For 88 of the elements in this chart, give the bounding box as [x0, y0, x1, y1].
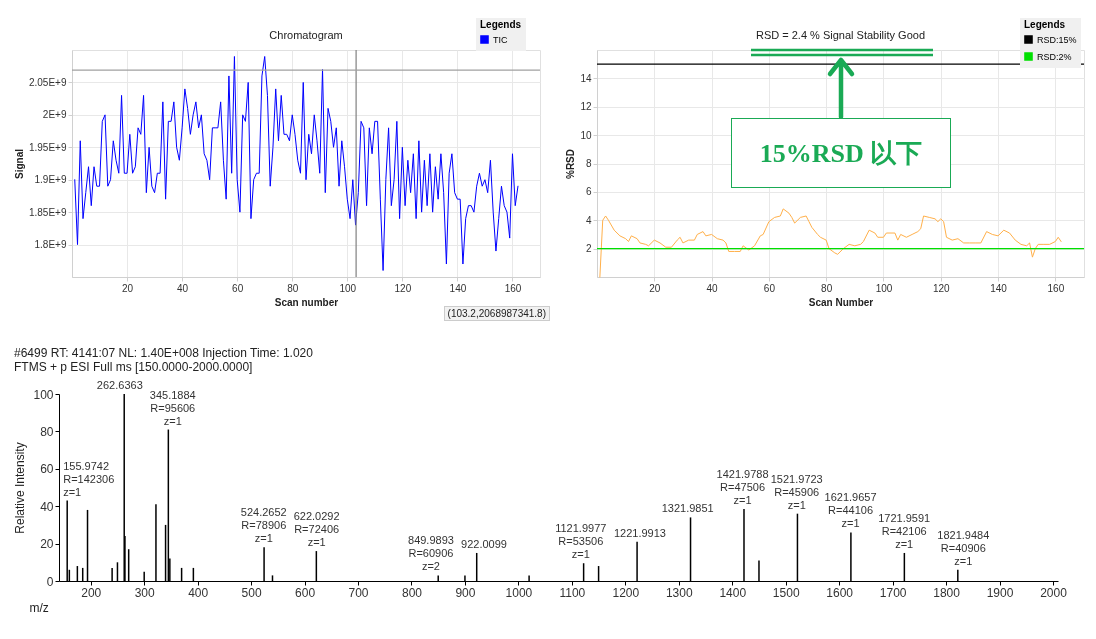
x-tick-label: 600 [295, 585, 316, 600]
chart-subtitle: FTMS + p ESI Full ms [150.0000-2000.0000] [13, 360, 253, 374]
annotation: 1521.9723 R=45906 z=1 [770, 472, 823, 511]
y-tick-label: 1.8E+9 [34, 239, 67, 251]
y-tick-label: 60 [40, 462, 54, 477]
annotation: 1221.9913 [613, 526, 666, 539]
x-tick-label: 1400 [719, 585, 747, 600]
x-tick-label: 700 [348, 585, 369, 600]
annotation: 15%RSD 以下 [731, 118, 951, 188]
x-tick-label: 140 [449, 282, 467, 294]
y-tick-label: 40 [40, 499, 54, 514]
chart-title: Chromatogram [269, 29, 343, 41]
x-axis-title: m/z [29, 600, 49, 615]
x-tick-label: 1100 [559, 585, 586, 600]
x-tick-label: 160 [1047, 282, 1065, 294]
y-tick-label: 2 [585, 243, 592, 255]
x-tick-label: 40 [706, 282, 719, 294]
x-tick-label: 120 [394, 282, 412, 294]
y-tick-label: 6 [585, 186, 592, 198]
chart-title: #6499 RT: 4141:07 NL: 1.40E+008 Injection Time: 1.020 [13, 346, 314, 360]
annotation: 262.6363 [96, 379, 143, 391]
annotation: 622.0292 R=72406 z=1 [293, 510, 340, 549]
annotation: 1721.9591 R=42106 z=1 [878, 511, 931, 550]
annotation: 524.2652 R=78906 z=1 [240, 506, 287, 545]
y-axis-title: Signal [13, 148, 25, 180]
y-tick-label: 100 [33, 387, 54, 402]
x-axis-title: Scan Number [808, 296, 874, 308]
x-tick-label: 1600 [826, 585, 854, 600]
x-tick-label: 80 [287, 282, 299, 294]
x-tick-label: 100 [875, 282, 893, 294]
x-tick-label: 300 [134, 585, 156, 600]
y-tick-label: 4 [585, 214, 592, 226]
legend-title: Legends [480, 19, 522, 30]
annotation: 345.1884 R=95606 z=1 [149, 388, 196, 427]
annotation: 1421.9788 R=47506 z=1 [716, 468, 769, 507]
x-tick-label: 1500 [772, 585, 800, 600]
annotation: 1621.9657 R=44106 z=1 [824, 491, 877, 530]
annotation: 1321.9851 [661, 502, 714, 515]
y-tick-label: 20 [40, 537, 54, 552]
x-tick-label: 60 [763, 282, 776, 294]
x-tick-label: 500 [241, 585, 262, 600]
x-axis-title: Scan number [274, 296, 339, 308]
x-tick-label: 1300 [665, 585, 693, 600]
x-tick-label: 1800 [933, 585, 961, 600]
x-tick-label: 200 [81, 585, 102, 600]
x-tick-label: 1900 [986, 585, 1014, 600]
y-tick-label: 10 [580, 129, 592, 141]
y-tick-label: 80 [40, 424, 54, 439]
y-tick-label: 14 [580, 72, 592, 84]
x-tick-label: 400 [188, 585, 209, 600]
x-tick-label: 120 [932, 282, 951, 294]
annotation: 849.9893 R=60906 z=2 [408, 534, 454, 573]
annotation: 155.9742 R=142306 z=1 [63, 459, 115, 498]
annotation: 1121.9977 R=53506 z=1 [555, 522, 607, 561]
annotation: 1821.9484 R=40906 z=1 [937, 528, 990, 567]
line-series [599, 208, 1062, 278]
x-tick-label: 160 [504, 282, 522, 294]
x-tick-label: 1700 [879, 585, 907, 600]
x-tick-label: 1000 [505, 585, 533, 600]
legend-label: RSD:15% [1037, 34, 1077, 45]
x-tick-label: 140 [990, 282, 1008, 294]
y-tick-label: 2E+9 [42, 109, 67, 121]
x-tick-label: 80 [821, 282, 833, 294]
legend-title: Legends [1024, 19, 1066, 30]
y-axis-title: %RSD [565, 148, 577, 180]
x-tick-label: 100 [339, 282, 357, 294]
y-tick-label: 0 [46, 574, 54, 589]
x-tick-label: 800 [401, 585, 423, 600]
y-tick-label: 1.9E+9 [34, 174, 67, 186]
x-tick-label: 900 [455, 585, 476, 600]
line-series [74, 55, 519, 272]
y-tick-label: 8 [585, 158, 592, 169]
legend-label: TIC [493, 34, 508, 45]
x-tick-label: 2000 [1040, 585, 1068, 600]
y-tick-label: 12 [580, 101, 592, 113]
y-tick-label: 2.05E+9 [28, 76, 67, 88]
x-tick-label: 20 [649, 282, 661, 294]
y-tick-label: 1.95E+9 [28, 141, 67, 153]
x-tick-label: 40 [177, 282, 189, 294]
x-tick-label: 60 [232, 282, 244, 294]
y-axis-title: Relative Intensity [13, 442, 28, 534]
text: (103.2,2068987341.8) [443, 306, 550, 321]
x-tick-label: 20 [122, 282, 134, 294]
annotation: 922.0099 [461, 537, 507, 550]
x-tick-label: 1200 [612, 585, 640, 600]
y-tick-label: 1.85E+9 [28, 206, 67, 218]
chart-title: RSD = 2.4 % Signal Stability Good [755, 29, 926, 41]
legend-label: RSD:2% [1037, 51, 1072, 62]
